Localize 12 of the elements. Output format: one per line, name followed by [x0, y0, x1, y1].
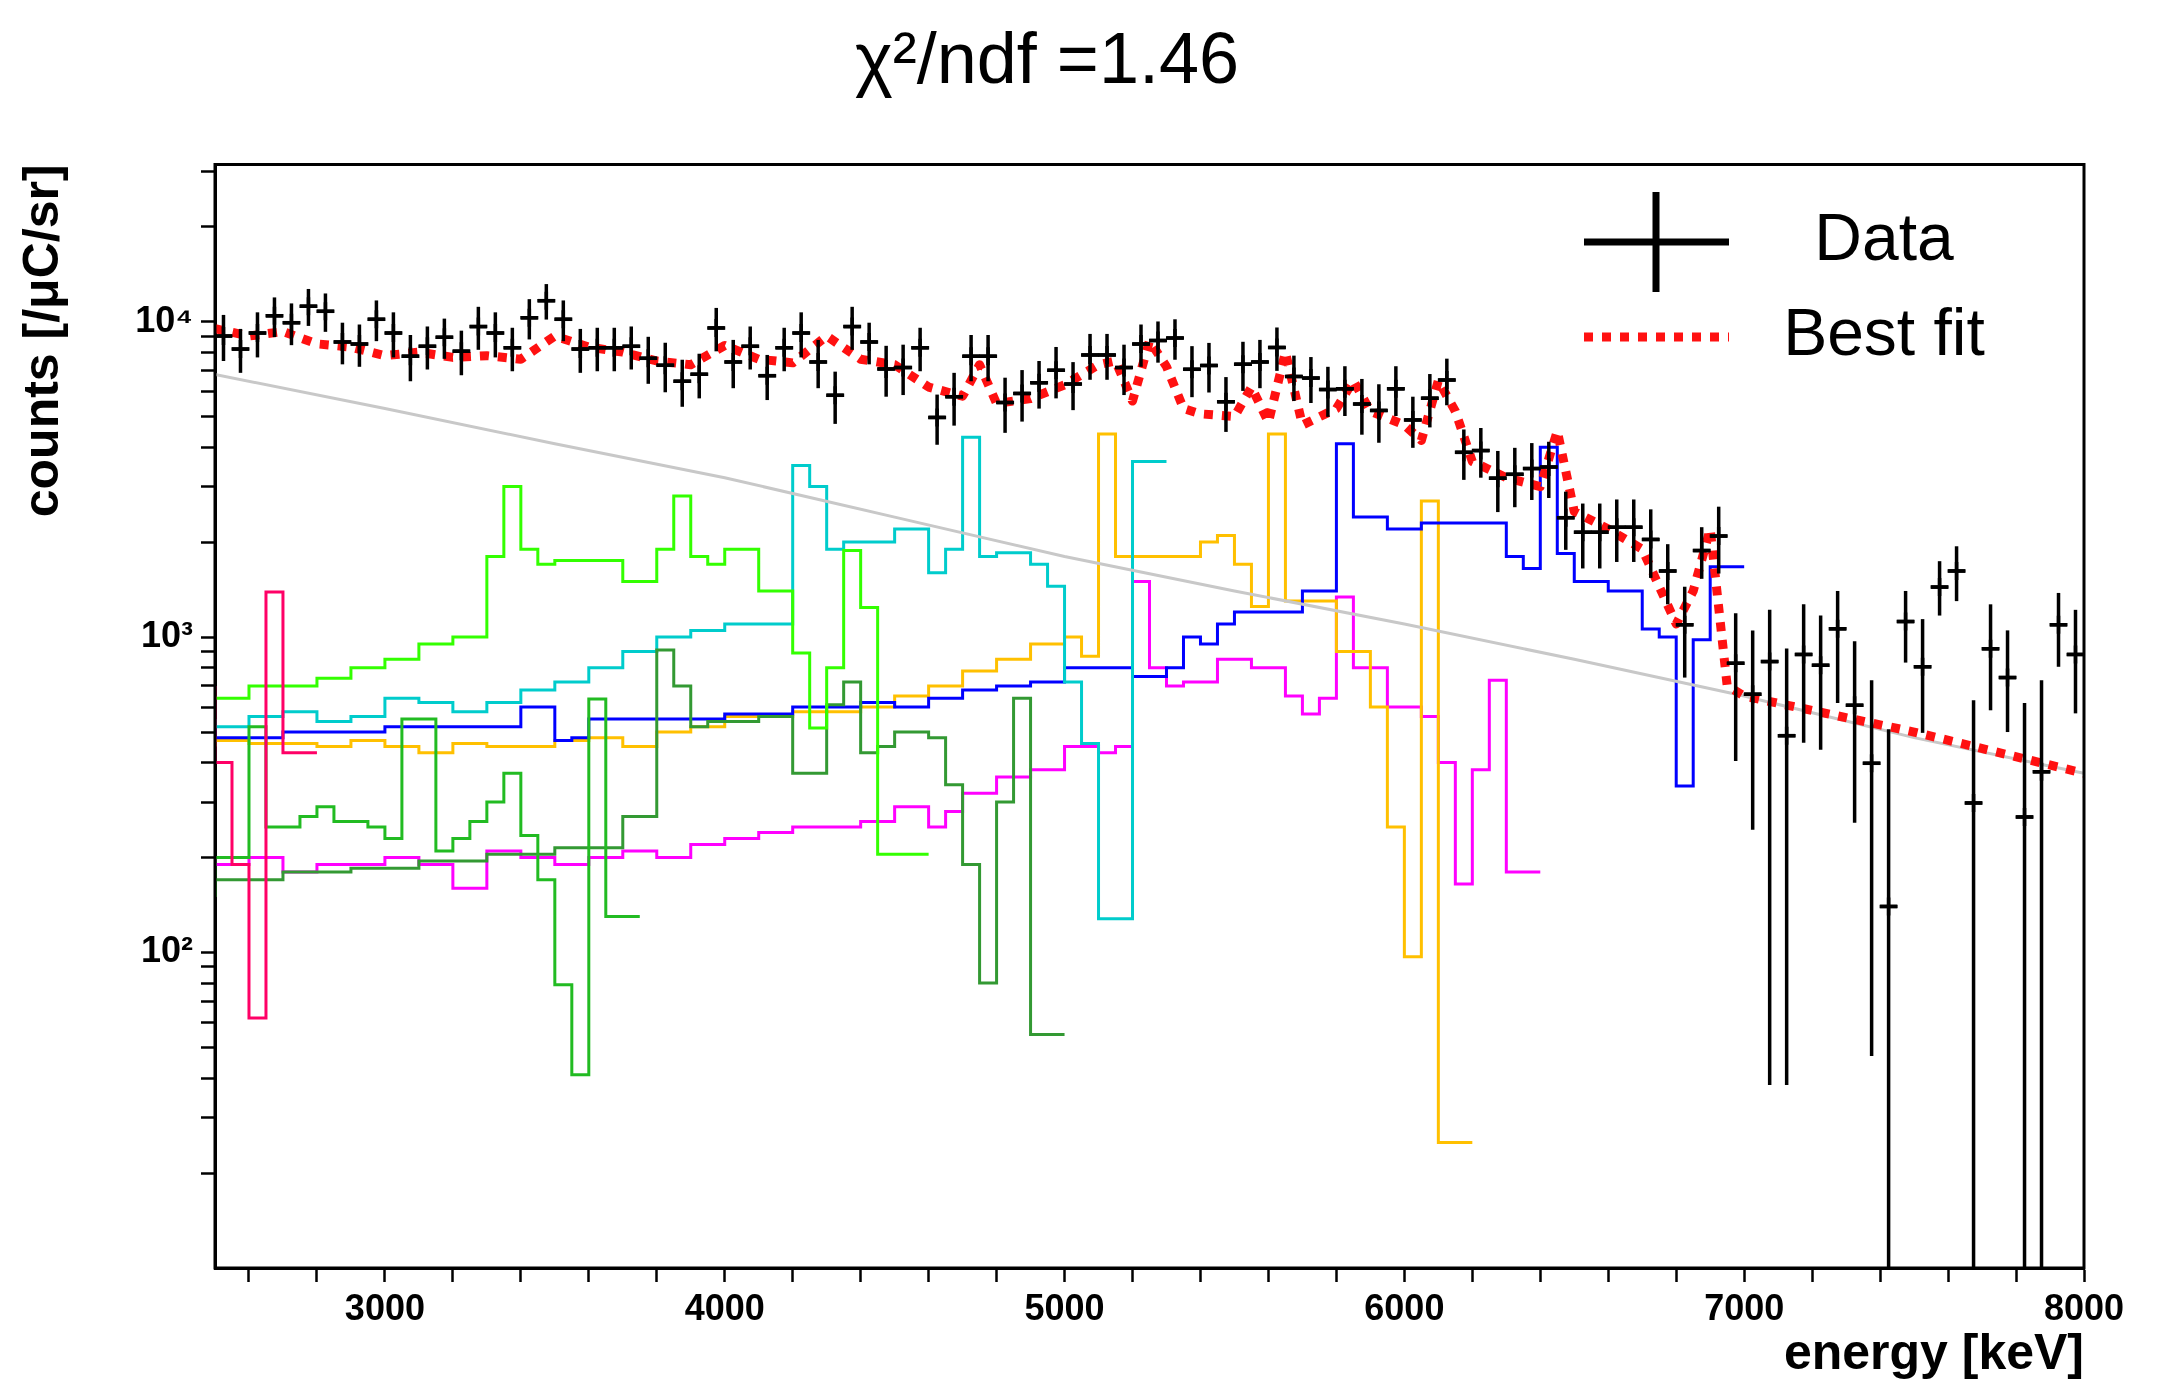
- legend-label: Data: [1814, 200, 1954, 275]
- y-tick-label: 10⁴: [135, 298, 193, 340]
- x-tick-label: 5000: [1024, 1286, 1105, 1328]
- legend-label: Best fit: [1783, 295, 1985, 370]
- x-tick-label: 6000: [1364, 1286, 1445, 1328]
- x-tick-label: 4000: [684, 1286, 765, 1328]
- y-axis-title: counts [/μC/sr]: [12, 164, 69, 518]
- x-tick-label: 3000: [344, 1286, 425, 1328]
- chart-title: χ²/ndf =1.46: [854, 18, 1240, 99]
- x-tick-label: 7000: [1704, 1286, 1785, 1328]
- y-tick-label: 10²: [140, 929, 194, 971]
- y-tick-label: 10³: [140, 613, 194, 655]
